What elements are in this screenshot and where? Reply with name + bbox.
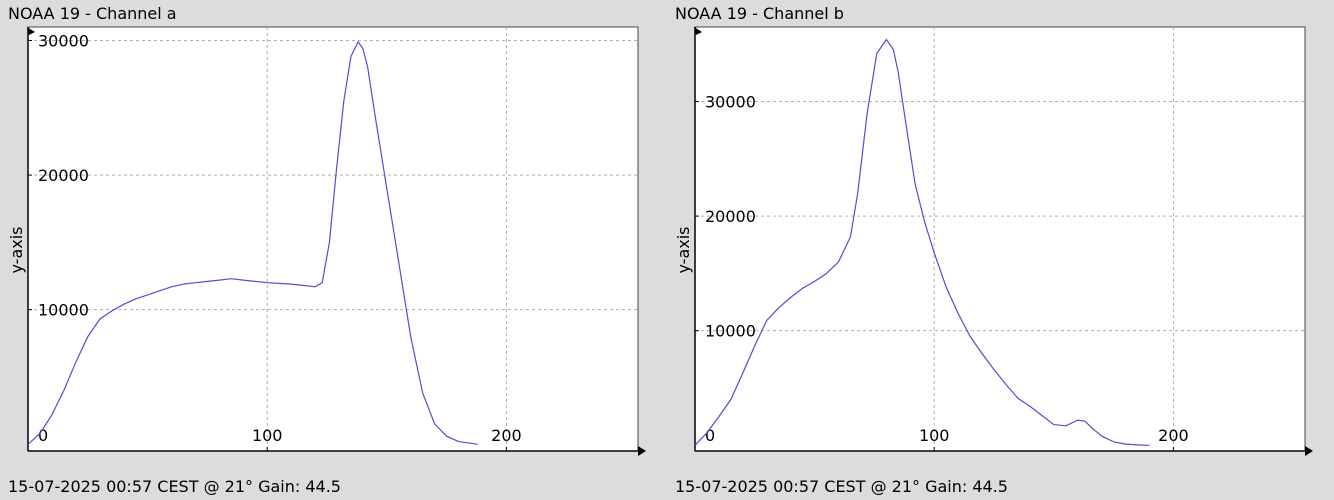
chart-panel-channel-a: NOAA 19 - Channel a 0 100 200 10000 20000 300… <box>7 4 646 496</box>
series-line <box>694 38 1150 446</box>
x-axis-arrow <box>1305 446 1313 456</box>
plot-area <box>27 26 639 452</box>
chart-footer-timestamp: 15-07-2025 00:57 CEST @ 21° Gain: 44.5 <box>675 477 1008 496</box>
y-tick-label: 10000 <box>38 301 89 320</box>
chart-title: NOAA 19 - Channel b <box>675 4 844 23</box>
chart-footer-timestamp: 15-07-2025 00:57 CEST @ 21° Gain: 44.5 <box>8 477 341 496</box>
chart-plot-channel-a: 0 100 200 10000 20000 30000 y-axis <box>7 26 646 456</box>
x-tick-label: 0 <box>705 426 715 445</box>
y-tick-label: 20000 <box>705 207 756 226</box>
x-axis-arrow <box>638 446 646 456</box>
y-tick-label: 30000 <box>38 31 89 50</box>
chart-title: NOAA 19 - Channel a <box>8 4 177 23</box>
plot-area <box>694 26 1306 452</box>
y-axis-label: y-axis <box>674 226 693 273</box>
x-tick-label: 100 <box>919 426 950 445</box>
chart-panel-channel-b: NOAA 19 - Channel b 0 100 200 10000 20000 300… <box>667 0 1334 500</box>
y-tick-label: 20000 <box>38 166 89 185</box>
x-tick-label: 100 <box>252 426 283 445</box>
y-tick-label: 10000 <box>705 322 756 341</box>
x-tick-label: 200 <box>1158 426 1189 445</box>
y-axis-arrow <box>694 27 702 35</box>
series-line <box>27 40 478 445</box>
y-axis-arrow <box>27 27 35 35</box>
y-axis-label: y-axis <box>7 226 26 273</box>
x-tick-label: 200 <box>491 426 522 445</box>
y-tick-label: 30000 <box>705 92 756 111</box>
x-tick-label: 0 <box>38 426 48 445</box>
chart-plot-channel-b: 0 100 200 10000 20000 30000 y-axis <box>674 26 1313 456</box>
